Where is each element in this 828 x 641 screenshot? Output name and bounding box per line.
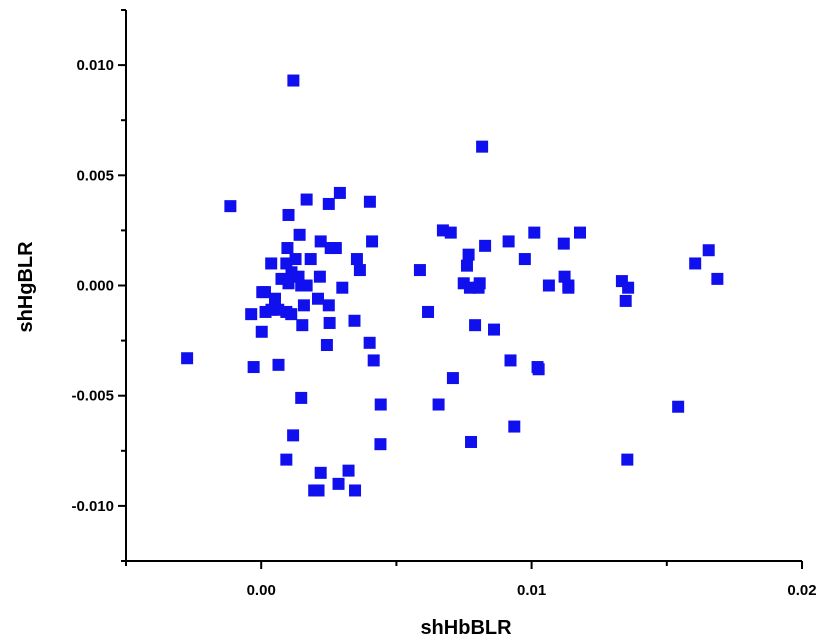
data-point (619, 294, 632, 307)
data-point (672, 400, 685, 413)
data-point (245, 308, 258, 321)
data-point (508, 420, 521, 433)
data-point (528, 226, 541, 239)
data-point (255, 325, 268, 338)
data-point (374, 438, 387, 451)
data-point (350, 253, 363, 266)
data-point (313, 270, 326, 283)
data-point (469, 319, 482, 332)
data-point (312, 484, 325, 497)
data-point (300, 193, 313, 206)
data-point (367, 354, 380, 367)
data-point (488, 323, 501, 336)
data-point (181, 352, 194, 365)
data-point (621, 453, 634, 466)
data-point (224, 200, 237, 213)
data-point (268, 292, 281, 305)
y-tick-label: -0.010 (71, 498, 114, 515)
data-points (181, 74, 724, 497)
data-point (281, 242, 294, 255)
data-point (502, 235, 515, 248)
data-point (285, 308, 298, 321)
data-point (422, 305, 435, 318)
data-point (311, 292, 324, 305)
data-point (542, 279, 555, 292)
data-point (295, 391, 308, 404)
data-point (689, 257, 702, 270)
data-point (348, 314, 361, 327)
data-point (446, 372, 459, 385)
x-axis-title: shHbBLR (420, 617, 512, 639)
data-point (462, 248, 475, 261)
data-point (342, 464, 355, 477)
data-point (323, 316, 336, 329)
data-point (363, 336, 376, 349)
data-point (272, 358, 285, 371)
data-point (322, 299, 335, 312)
data-point (366, 235, 379, 248)
data-point (562, 279, 575, 292)
data-point (300, 279, 313, 292)
data-point (473, 277, 486, 290)
data-point (296, 319, 309, 332)
data-point (304, 253, 317, 266)
data-point (532, 363, 545, 376)
x-tick-label: 0.01 (517, 582, 546, 599)
y-tick-label: -0.005 (71, 388, 114, 405)
data-point (247, 361, 260, 374)
data-point (504, 354, 517, 367)
data-point (332, 477, 345, 490)
data-point (329, 242, 342, 255)
axes: 0.00 0.01 0.02 0.010 0.005 0.000 -0.005 -0.010 (71, 9, 817, 599)
data-point (258, 286, 271, 299)
data-point (476, 140, 489, 153)
data-point (320, 339, 333, 352)
data-point (336, 281, 349, 294)
data-point (374, 398, 387, 411)
data-point (314, 466, 327, 479)
data-point (711, 272, 724, 285)
data-point (465, 435, 478, 448)
data-point (265, 257, 278, 270)
data-point (353, 264, 366, 277)
data-point (297, 299, 310, 312)
data-point (557, 237, 570, 250)
y-tick-label: 0.005 (76, 167, 114, 184)
data-point (282, 277, 295, 290)
x-tick-label: 0.00 (247, 582, 276, 599)
y-tick-label: 0.000 (76, 278, 114, 295)
data-point (479, 239, 492, 252)
data-point (293, 228, 306, 241)
data-point (259, 305, 272, 318)
data-point (363, 195, 376, 208)
x-tick-label: 0.02 (787, 582, 816, 599)
data-point (460, 259, 473, 272)
y-tick-label: 0.010 (76, 57, 114, 74)
data-point (322, 197, 335, 210)
data-point (622, 281, 635, 294)
data-point (518, 253, 531, 266)
data-point (280, 453, 293, 466)
data-point (314, 235, 327, 248)
data-point (432, 398, 445, 411)
data-point (702, 244, 715, 257)
data-point (574, 226, 587, 239)
data-point (282, 208, 295, 221)
data-point (287, 74, 300, 87)
data-point (444, 226, 457, 239)
data-point (289, 253, 302, 266)
data-point (413, 264, 426, 277)
data-point (287, 429, 300, 442)
data-point (349, 484, 362, 497)
data-point (333, 186, 346, 199)
y-axis-title: shHgBLR (15, 241, 37, 333)
